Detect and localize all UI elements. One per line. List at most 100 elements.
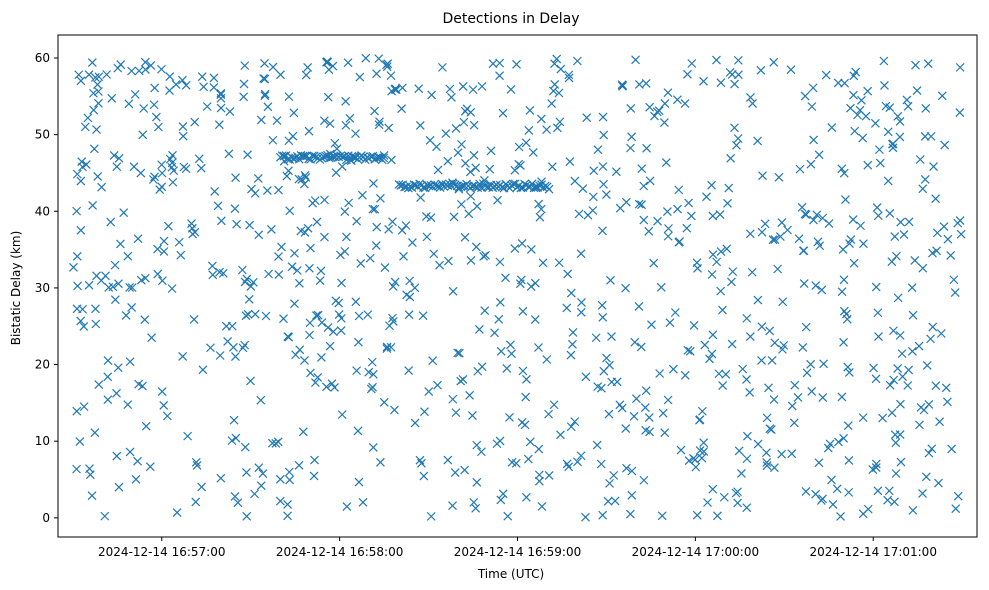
detection-point <box>955 62 965 72</box>
detection-point <box>888 143 898 153</box>
detection-point <box>150 172 159 182</box>
detection-point <box>578 184 588 194</box>
detection-point <box>352 366 362 376</box>
detection-point <box>928 248 937 258</box>
detection-point <box>599 130 609 140</box>
detection-point <box>887 257 897 267</box>
detection-point <box>807 387 817 396</box>
detection-point <box>946 250 956 260</box>
detection-point <box>83 113 93 123</box>
detection-point <box>535 212 545 222</box>
detection-point <box>621 283 631 293</box>
detection-point <box>364 367 374 377</box>
detection-point <box>494 314 504 324</box>
detection-point <box>474 325 484 334</box>
detection-point <box>778 344 787 354</box>
detection-point <box>734 70 743 80</box>
detection-point <box>343 58 353 68</box>
detection-point <box>637 200 646 210</box>
detection-point <box>274 185 283 195</box>
detection-point <box>712 55 721 65</box>
detection-point <box>298 427 308 437</box>
detection-point <box>273 437 283 447</box>
detection-point <box>775 232 785 241</box>
detection-point <box>368 369 378 379</box>
detection-point <box>253 174 263 183</box>
detection-point <box>290 248 299 258</box>
detection-point <box>366 384 376 394</box>
detection-point <box>79 321 89 331</box>
detection-point <box>818 393 828 402</box>
detection-point <box>695 446 705 455</box>
detection-point <box>859 239 868 249</box>
detection-point <box>316 352 326 362</box>
detection-point <box>390 277 400 287</box>
detection-point <box>441 129 451 139</box>
detection-point <box>477 81 487 91</box>
detection-point <box>358 497 368 507</box>
detection-point <box>528 147 538 157</box>
detection-point <box>824 219 834 228</box>
detection-point <box>634 199 644 209</box>
detection-point <box>661 158 671 167</box>
detection-point <box>562 303 572 313</box>
detection-point <box>888 139 898 149</box>
detection-point <box>520 420 530 430</box>
detection-point <box>920 175 930 184</box>
detection-point <box>510 244 520 254</box>
detection-point <box>90 72 100 82</box>
detection-point <box>263 102 273 112</box>
detection-point <box>133 456 142 466</box>
detection-point <box>177 75 187 85</box>
detection-point <box>918 184 928 194</box>
detection-point <box>547 162 557 172</box>
detection-point <box>401 221 411 230</box>
detection-point <box>724 183 734 193</box>
detection-point <box>570 176 580 186</box>
detection-point <box>315 276 325 286</box>
detection-point <box>700 340 710 350</box>
detection-point <box>875 158 885 168</box>
detection-point <box>895 132 905 142</box>
detection-point <box>336 326 346 336</box>
detection-point <box>138 130 148 140</box>
detection-point <box>858 413 868 423</box>
detection-point <box>931 381 941 391</box>
detection-point <box>256 115 266 125</box>
detection-point <box>856 95 866 105</box>
detection-point <box>232 219 241 229</box>
detection-point <box>645 427 655 437</box>
detection-point <box>443 256 453 266</box>
detection-point <box>459 117 469 127</box>
detection-point <box>260 59 269 68</box>
detection-point <box>311 311 321 320</box>
detection-point <box>795 164 805 174</box>
detection-point <box>942 397 952 407</box>
detection-point <box>935 417 945 427</box>
detection-point <box>140 57 150 67</box>
detection-point <box>637 164 647 174</box>
detection-point <box>937 91 947 101</box>
detection-point <box>465 390 475 400</box>
detection-point <box>416 193 426 203</box>
detection-point <box>394 179 404 189</box>
detection-point <box>668 364 678 374</box>
detection-point <box>544 470 554 480</box>
detection-point <box>645 176 655 186</box>
detection-point <box>379 151 389 160</box>
detection-point <box>721 369 731 379</box>
detection-point <box>889 375 899 385</box>
detection-point <box>230 204 240 214</box>
detection-point <box>819 359 829 369</box>
detection-point <box>88 200 98 210</box>
detection-point <box>640 403 650 413</box>
detection-point <box>604 409 614 419</box>
detection-point <box>556 430 565 440</box>
detection-point <box>893 364 903 373</box>
detection-point <box>794 234 804 244</box>
detection-point <box>869 363 878 373</box>
detection-point <box>157 276 167 286</box>
detection-point <box>127 66 136 76</box>
detection-point <box>157 182 167 192</box>
detection-point <box>837 287 847 297</box>
